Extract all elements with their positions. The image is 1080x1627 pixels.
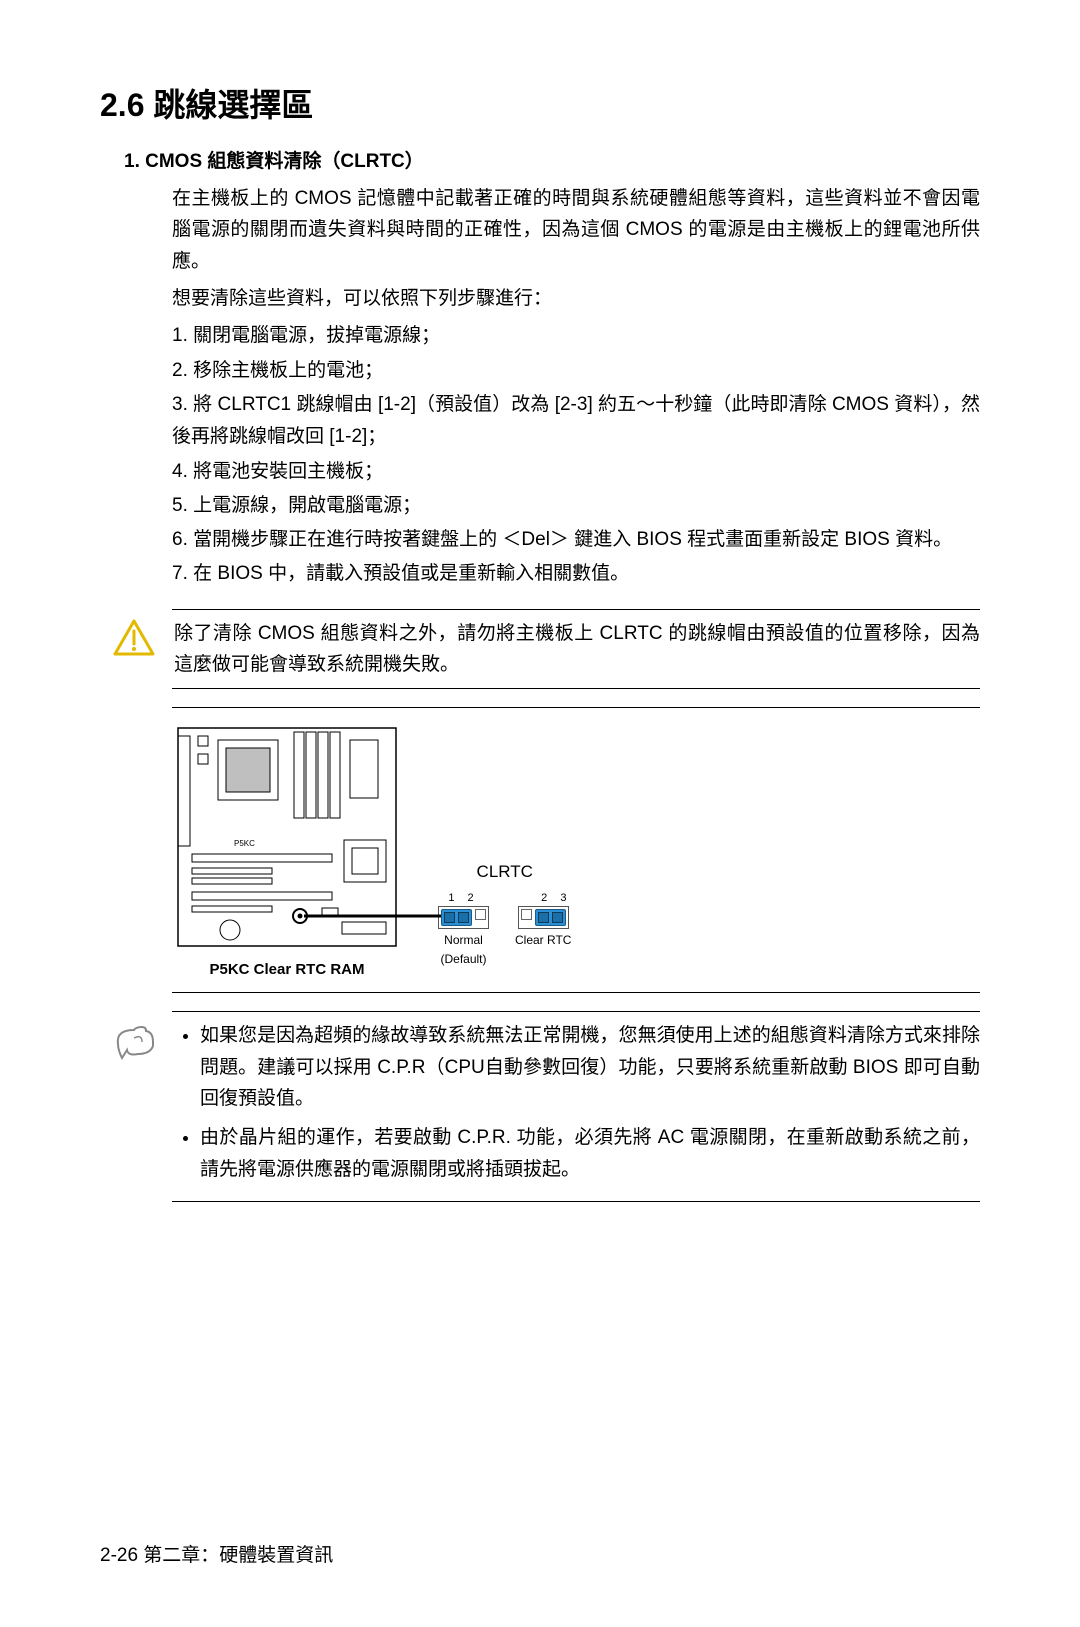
- jumper-clear: 2 3 Clear RTC: [515, 892, 571, 947]
- warning-text: 除了清除 CMOS 組態資料之外，請勿將主機板上 CLRTC 的跳線帽由預設值的…: [174, 618, 980, 681]
- step-5: 5. 上電源線，開啟電腦電源；: [172, 490, 980, 522]
- diagram-caption: P5KC Clear RTC RAM: [172, 961, 402, 978]
- pins-label-12: 1 2: [438, 892, 489, 904]
- jumper-diagram: CLRTC 1 2 Normal (Default) 2 3: [438, 722, 571, 966]
- warning-icon: [112, 618, 156, 681]
- warning-callout: 除了清除 CMOS 組態資料之外，請勿將主機板上 CLRTC 的跳線帽由預設值的…: [172, 609, 980, 690]
- board-label: P5KC: [234, 839, 255, 848]
- note-item-1: 如果您是因為超頻的緣故導致系統無法正常開機，您無須使用上述的組態資料清除方式來排…: [200, 1020, 980, 1114]
- step-2: 2. 移除主機板上的電池；: [172, 355, 980, 387]
- note-callout: 如果您是因為超頻的緣故導致系統無法正常開機，您無須使用上述的組態資料清除方式來排…: [172, 1011, 980, 1202]
- step-3: 3. 將 CLRTC1 跳線帽由 [1-2]（預設值）改為 [2-3] 約五～十…: [172, 389, 980, 454]
- intro-paragraph: 在主機板上的 CMOS 記憶體中記載著正確的時間與系統硬體組態等資料，這些資料並…: [172, 183, 980, 277]
- step-1: 1. 關閉電腦電源，拔掉電源線；: [172, 320, 980, 352]
- note-item-2: 由於晶片組的運作，若要啟動 C.P.R. 功能，必須先將 AC 電源關閉，在重新…: [200, 1122, 980, 1185]
- jumper-title: CLRTC: [438, 862, 571, 882]
- note-text: 如果您是因為超頻的緣故導致系統無法正常開機，您無須使用上述的組態資料清除方式來排…: [178, 1020, 980, 1193]
- motherboard-diagram: P5KC: [172, 707, 980, 993]
- step-list: 1. 關閉電腦電源，拔掉電源線； 2. 移除主機板上的電池； 3. 將 CLRT…: [172, 320, 980, 590]
- jumper-cap-icon: [441, 909, 472, 926]
- jumper-normal: 1 2 Normal (Default): [438, 892, 489, 966]
- step-7: 7. 在 BIOS 中，請載入預設值或是重新輸入相關數值。: [172, 558, 980, 590]
- step-6: 6. 當開機步驟正在進行時按著鍵盤上的 ＜Del＞ 鍵進入 BIOS 程式畫面重…: [172, 524, 980, 556]
- section-title: 2.6 跳線選擇區: [100, 80, 980, 126]
- note-icon: [112, 1020, 160, 1193]
- step-4: 4. 將電池安裝回主機板；: [172, 456, 980, 488]
- lead-in: 想要清除這些資料，可以依照下列步驟進行：: [172, 283, 980, 314]
- jumper-normal-label: Normal: [438, 933, 489, 947]
- page-footer: 2-26 第二章：硬體裝置資訊: [100, 1540, 333, 1567]
- pins-label-23: 2 3: [515, 892, 571, 904]
- motherboard-svg: P5KC: [172, 722, 402, 978]
- jumper-clear-label: Clear RTC: [515, 933, 571, 947]
- subtitle: 1. CMOS 組態資料清除（CLRTC）: [124, 146, 980, 173]
- document-page: 2.6 跳線選擇區 1. CMOS 組態資料清除（CLRTC） 在主機板上的 C…: [0, 0, 1080, 1627]
- jumper-normal-sub: (Default): [438, 952, 489, 966]
- jumper-cap-icon: [535, 909, 566, 926]
